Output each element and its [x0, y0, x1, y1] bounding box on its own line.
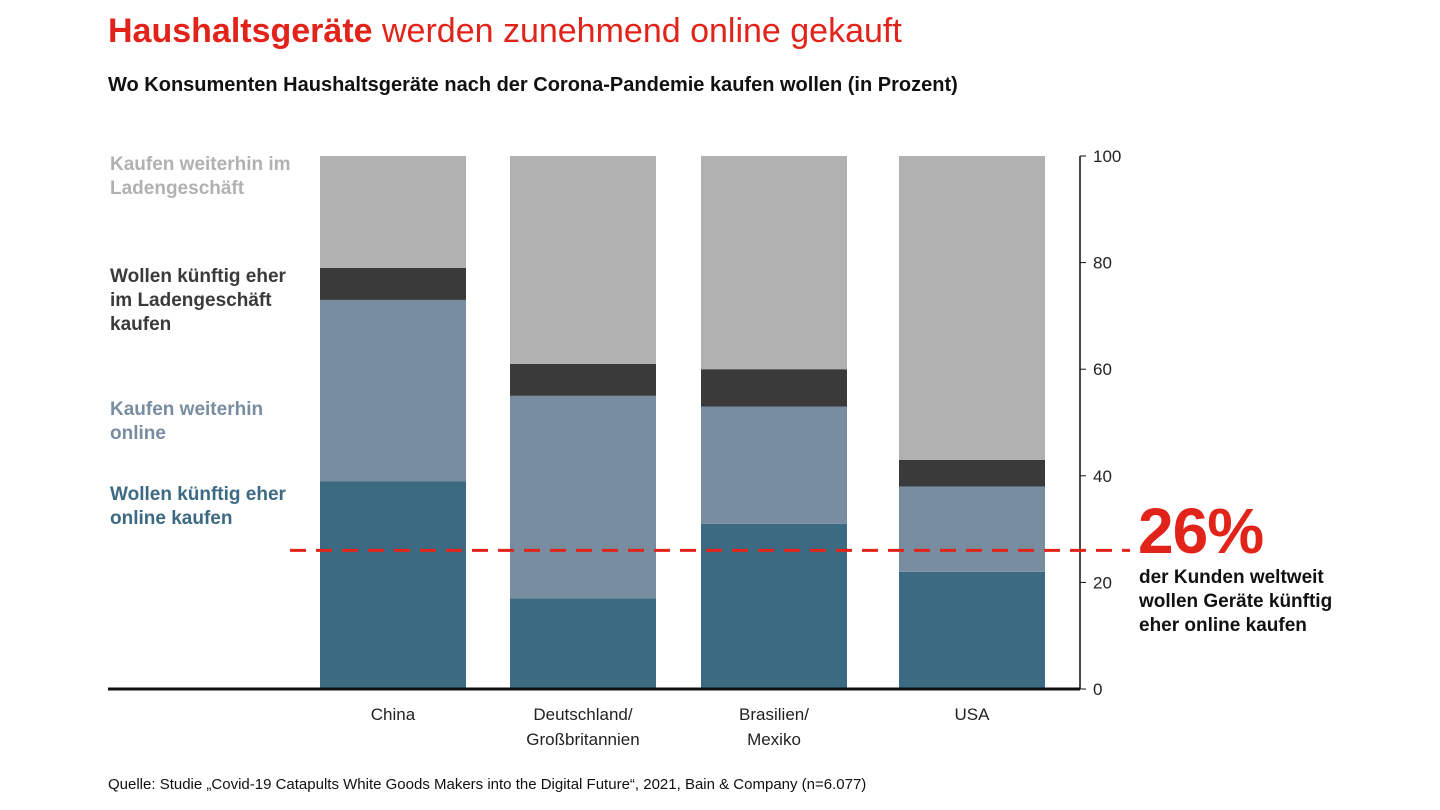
y-tick-label: 100	[1093, 147, 1121, 166]
bar-store-shift	[320, 267, 466, 300]
category-label: Brasilien/	[739, 705, 809, 724]
page-title: Haushaltsgeräte werden zunehmend online …	[108, 10, 902, 52]
legend-store-shift: Wollen künftig eher im Ladengeschäft kau…	[110, 266, 286, 335]
bar-online-shift	[899, 571, 1045, 689]
bar-store-continue	[899, 156, 1045, 460]
title-bold: Haushaltsgeräte	[108, 12, 373, 50]
y-tick-label: 20	[1093, 573, 1112, 592]
callout-text: der Kunden weltweit wollen Geräte künfti…	[1139, 567, 1333, 636]
title-rest: werden zunehmend online gekauft	[372, 12, 902, 50]
y-tick-label: 80	[1093, 254, 1112, 273]
bar-store-continue	[320, 156, 466, 268]
category-label: China	[371, 705, 416, 724]
bar-online-shift	[701, 523, 847, 689]
category-label: USA	[955, 705, 991, 724]
bar-online-continue	[701, 406, 847, 524]
legend-store-continue: Kaufen weiterhin im Ladengeschäft	[110, 154, 291, 199]
y-tick-label: 40	[1093, 467, 1112, 486]
bar-online-continue	[320, 299, 466, 482]
bar-store-continue	[701, 156, 847, 370]
chart-subtitle: Wo Konsumenten Haushaltsgeräte nach der …	[108, 74, 958, 96]
category-label: Deutschland/	[533, 705, 633, 724]
bar-store-shift	[899, 459, 1045, 487]
bar-store-shift	[701, 369, 847, 407]
legend-online-shift: Wollen künftig eher online kaufen	[110, 484, 286, 529]
bar-online-shift	[320, 481, 466, 689]
bar-online-continue	[510, 395, 656, 599]
bar-online-shift	[510, 598, 656, 689]
source-footnote: Quelle: Studie „Covid-19 Catapults White…	[108, 776, 867, 793]
bar-online-continue	[899, 486, 1045, 572]
y-tick-label: 0	[1093, 680, 1102, 699]
bar-store-continue	[510, 156, 656, 364]
bar-store-shift	[510, 363, 656, 396]
callout-value: 26%	[1138, 495, 1264, 567]
legend-online-continue: Kaufen weiterhin online	[110, 399, 264, 444]
y-tick-label: 60	[1093, 360, 1112, 379]
category-label: Großbritannien	[526, 730, 639, 749]
category-label: Mexiko	[747, 730, 801, 749]
